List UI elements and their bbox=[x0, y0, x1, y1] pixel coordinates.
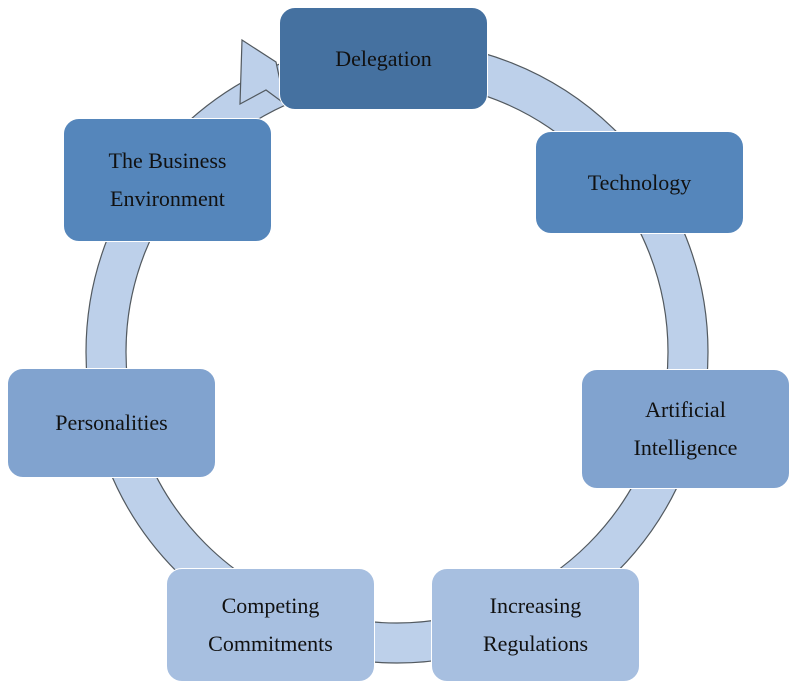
node-competing-commitments: Competing Commitments bbox=[166, 568, 375, 682]
node-personalities-label: Personalities bbox=[55, 410, 168, 435]
node-increasing-regulations-label: Increasing Regulations bbox=[482, 593, 589, 656]
node-artificial-intelligence: Artificial Intelligence bbox=[581, 369, 790, 489]
node-delegation: Delegation bbox=[279, 7, 488, 110]
node-personalities: Personalities bbox=[7, 368, 216, 478]
node-competing-commitments-label: Competing Commitments bbox=[208, 593, 333, 656]
node-artificial-intelligence-label: Artificial Intelligence bbox=[633, 397, 738, 460]
node-technology-label: Technology bbox=[587, 169, 692, 195]
cycle-arrowhead bbox=[239, 38, 286, 106]
node-the-business-environment: The Business Environment bbox=[63, 118, 272, 242]
node-technology: Technology bbox=[535, 131, 744, 234]
node-delegation-label: Delegation bbox=[335, 45, 432, 71]
node-increasing-regulations: Increasing Regulations bbox=[431, 568, 640, 682]
node-the-business-environment-label: The Business Environment bbox=[108, 148, 227, 211]
